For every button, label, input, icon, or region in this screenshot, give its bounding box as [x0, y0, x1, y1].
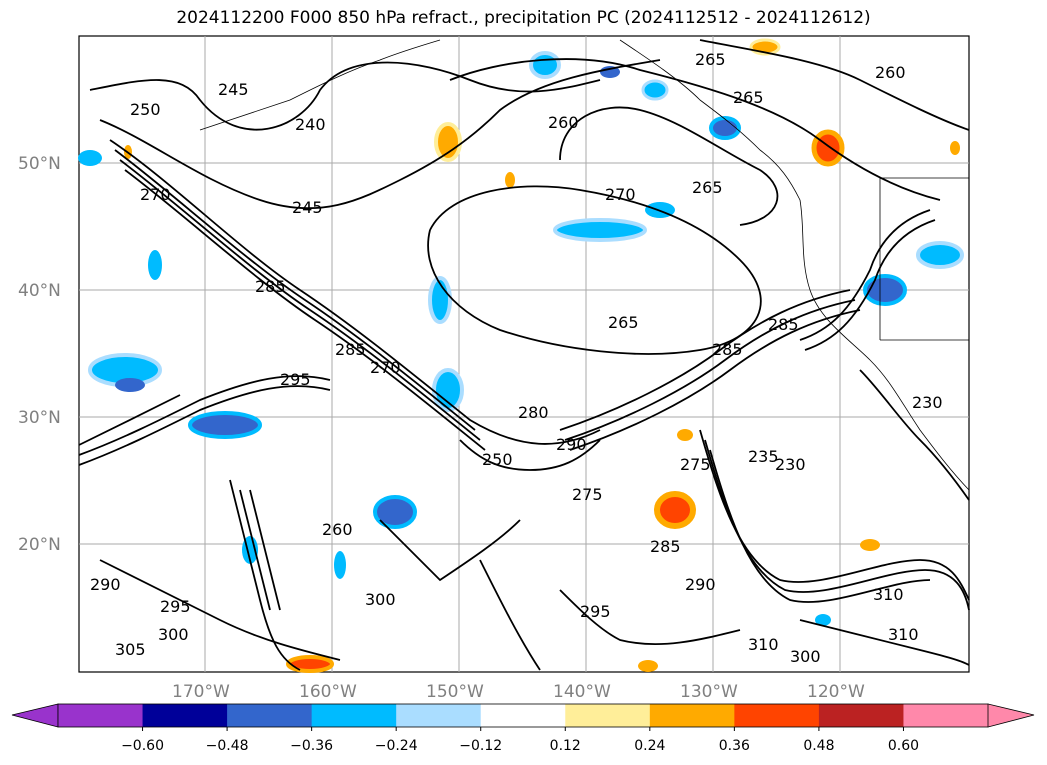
contour-label: 295 [580, 602, 611, 621]
contour-label: 310 [748, 635, 779, 654]
contour-label: 270 [140, 185, 171, 204]
lon-label: 150°W [426, 682, 484, 702]
map-title: 2024112200 F000 850 hPa refract., precip… [176, 8, 871, 28]
contour-label: 295 [160, 597, 191, 616]
colorbar-segment [734, 704, 820, 727]
lat-label: 50°N [18, 154, 61, 174]
contour-label: 285 [335, 340, 366, 359]
contour-label: 270 [605, 185, 636, 204]
lat-label: 30°N [18, 408, 61, 428]
lon-label: 120°W [807, 682, 865, 702]
contour-label: 300 [365, 590, 396, 609]
colorbar-segment [227, 704, 313, 727]
contour-label: 230 [775, 455, 806, 474]
latitude-axis: 50°N 40°N 30°N 20°N [18, 154, 61, 555]
colorbar-tick-label: 0.48 [803, 738, 834, 754]
contour-label: 260 [548, 113, 579, 132]
lon-label: 130°W [680, 682, 738, 702]
contour-label: 285 [650, 537, 681, 556]
colorbar-tick-label: 0.36 [719, 738, 750, 754]
lat-label: 20°N [18, 535, 61, 555]
colorbar-segment [565, 704, 651, 727]
colorbar-segment [311, 704, 397, 727]
colorbar-tick-label: 0.60 [888, 738, 919, 754]
contour-label: 280 [518, 403, 549, 422]
contour-label: 230 [912, 393, 943, 412]
contour-label: 300 [790, 647, 821, 666]
contour-label: 310 [888, 625, 919, 644]
colorbar: −0.60 −0.48 −0.36 −0.24 −0.12 0.12 0.24 0.36 0.4… [11, 703, 1035, 754]
contour-label: 250 [130, 100, 161, 119]
colorbar-tick-label: 0.12 [550, 738, 581, 754]
contour-label: 290 [90, 575, 121, 594]
precipitation-shading [78, 38, 964, 673]
refractivity-contours [78, 39, 970, 671]
contour-label: 260 [322, 520, 353, 539]
colorbar-tick-label: −0.24 [375, 738, 418, 754]
contour-label: 275 [572, 485, 603, 504]
contour-label: 295 [280, 370, 311, 389]
contour-label: 265 [695, 50, 726, 69]
colorbar-segment [649, 704, 735, 727]
contour-label: 260 [875, 63, 906, 82]
coastlines [199, 39, 970, 491]
contour-label: 265 [608, 313, 639, 332]
colorbar-tick-label: −0.36 [290, 738, 333, 754]
lon-label: 170°W [172, 682, 230, 702]
colorbar-segment [480, 704, 566, 727]
contour-label: 275 [680, 455, 711, 474]
colorbar-segment [142, 704, 228, 727]
contour-label: 310 [873, 585, 904, 604]
contour-label: 240 [295, 115, 326, 134]
colorbar-segment [58, 704, 144, 727]
colorbar-segment [903, 704, 989, 727]
contour-label: 265 [692, 178, 723, 197]
contour-label: 285 [255, 277, 286, 296]
lon-label: 160°W [299, 682, 357, 702]
contour-label: 290 [685, 575, 716, 594]
colorbar-tick-label: −0.48 [206, 738, 249, 754]
colorbar-tick-label: −0.60 [121, 738, 164, 754]
contour-label: 290 [556, 435, 587, 454]
contour-label: 250 [482, 450, 513, 469]
colorbar-segment [396, 704, 482, 727]
contour-label: 285 [768, 315, 799, 334]
contour-label: 270 [370, 358, 401, 377]
graticule [79, 36, 969, 672]
colorbar-extend-max [987, 703, 1035, 728]
contour-label: 245 [292, 198, 323, 217]
contour-label: 285 [712, 340, 743, 359]
colorbar-tick-label: −0.12 [459, 738, 502, 754]
contour-label: 235 [748, 447, 779, 466]
contour-label: 245 [218, 80, 249, 99]
lat-label: 40°N [18, 281, 61, 301]
colorbar-extend-min [11, 703, 59, 728]
contour-label: 265 [733, 88, 764, 107]
contour-labels: 245 240 250 270 245 285 295 270 285 260 … [90, 50, 943, 666]
contour-label: 300 [158, 625, 189, 644]
longitude-axis: 170°W 160°W 150°W 140°W 130°W 120°W [172, 682, 865, 702]
colorbar-segment [818, 704, 904, 727]
contour-label: 305 [115, 640, 146, 659]
lon-label: 140°W [553, 682, 611, 702]
colorbar-tick-label: 0.24 [634, 738, 665, 754]
